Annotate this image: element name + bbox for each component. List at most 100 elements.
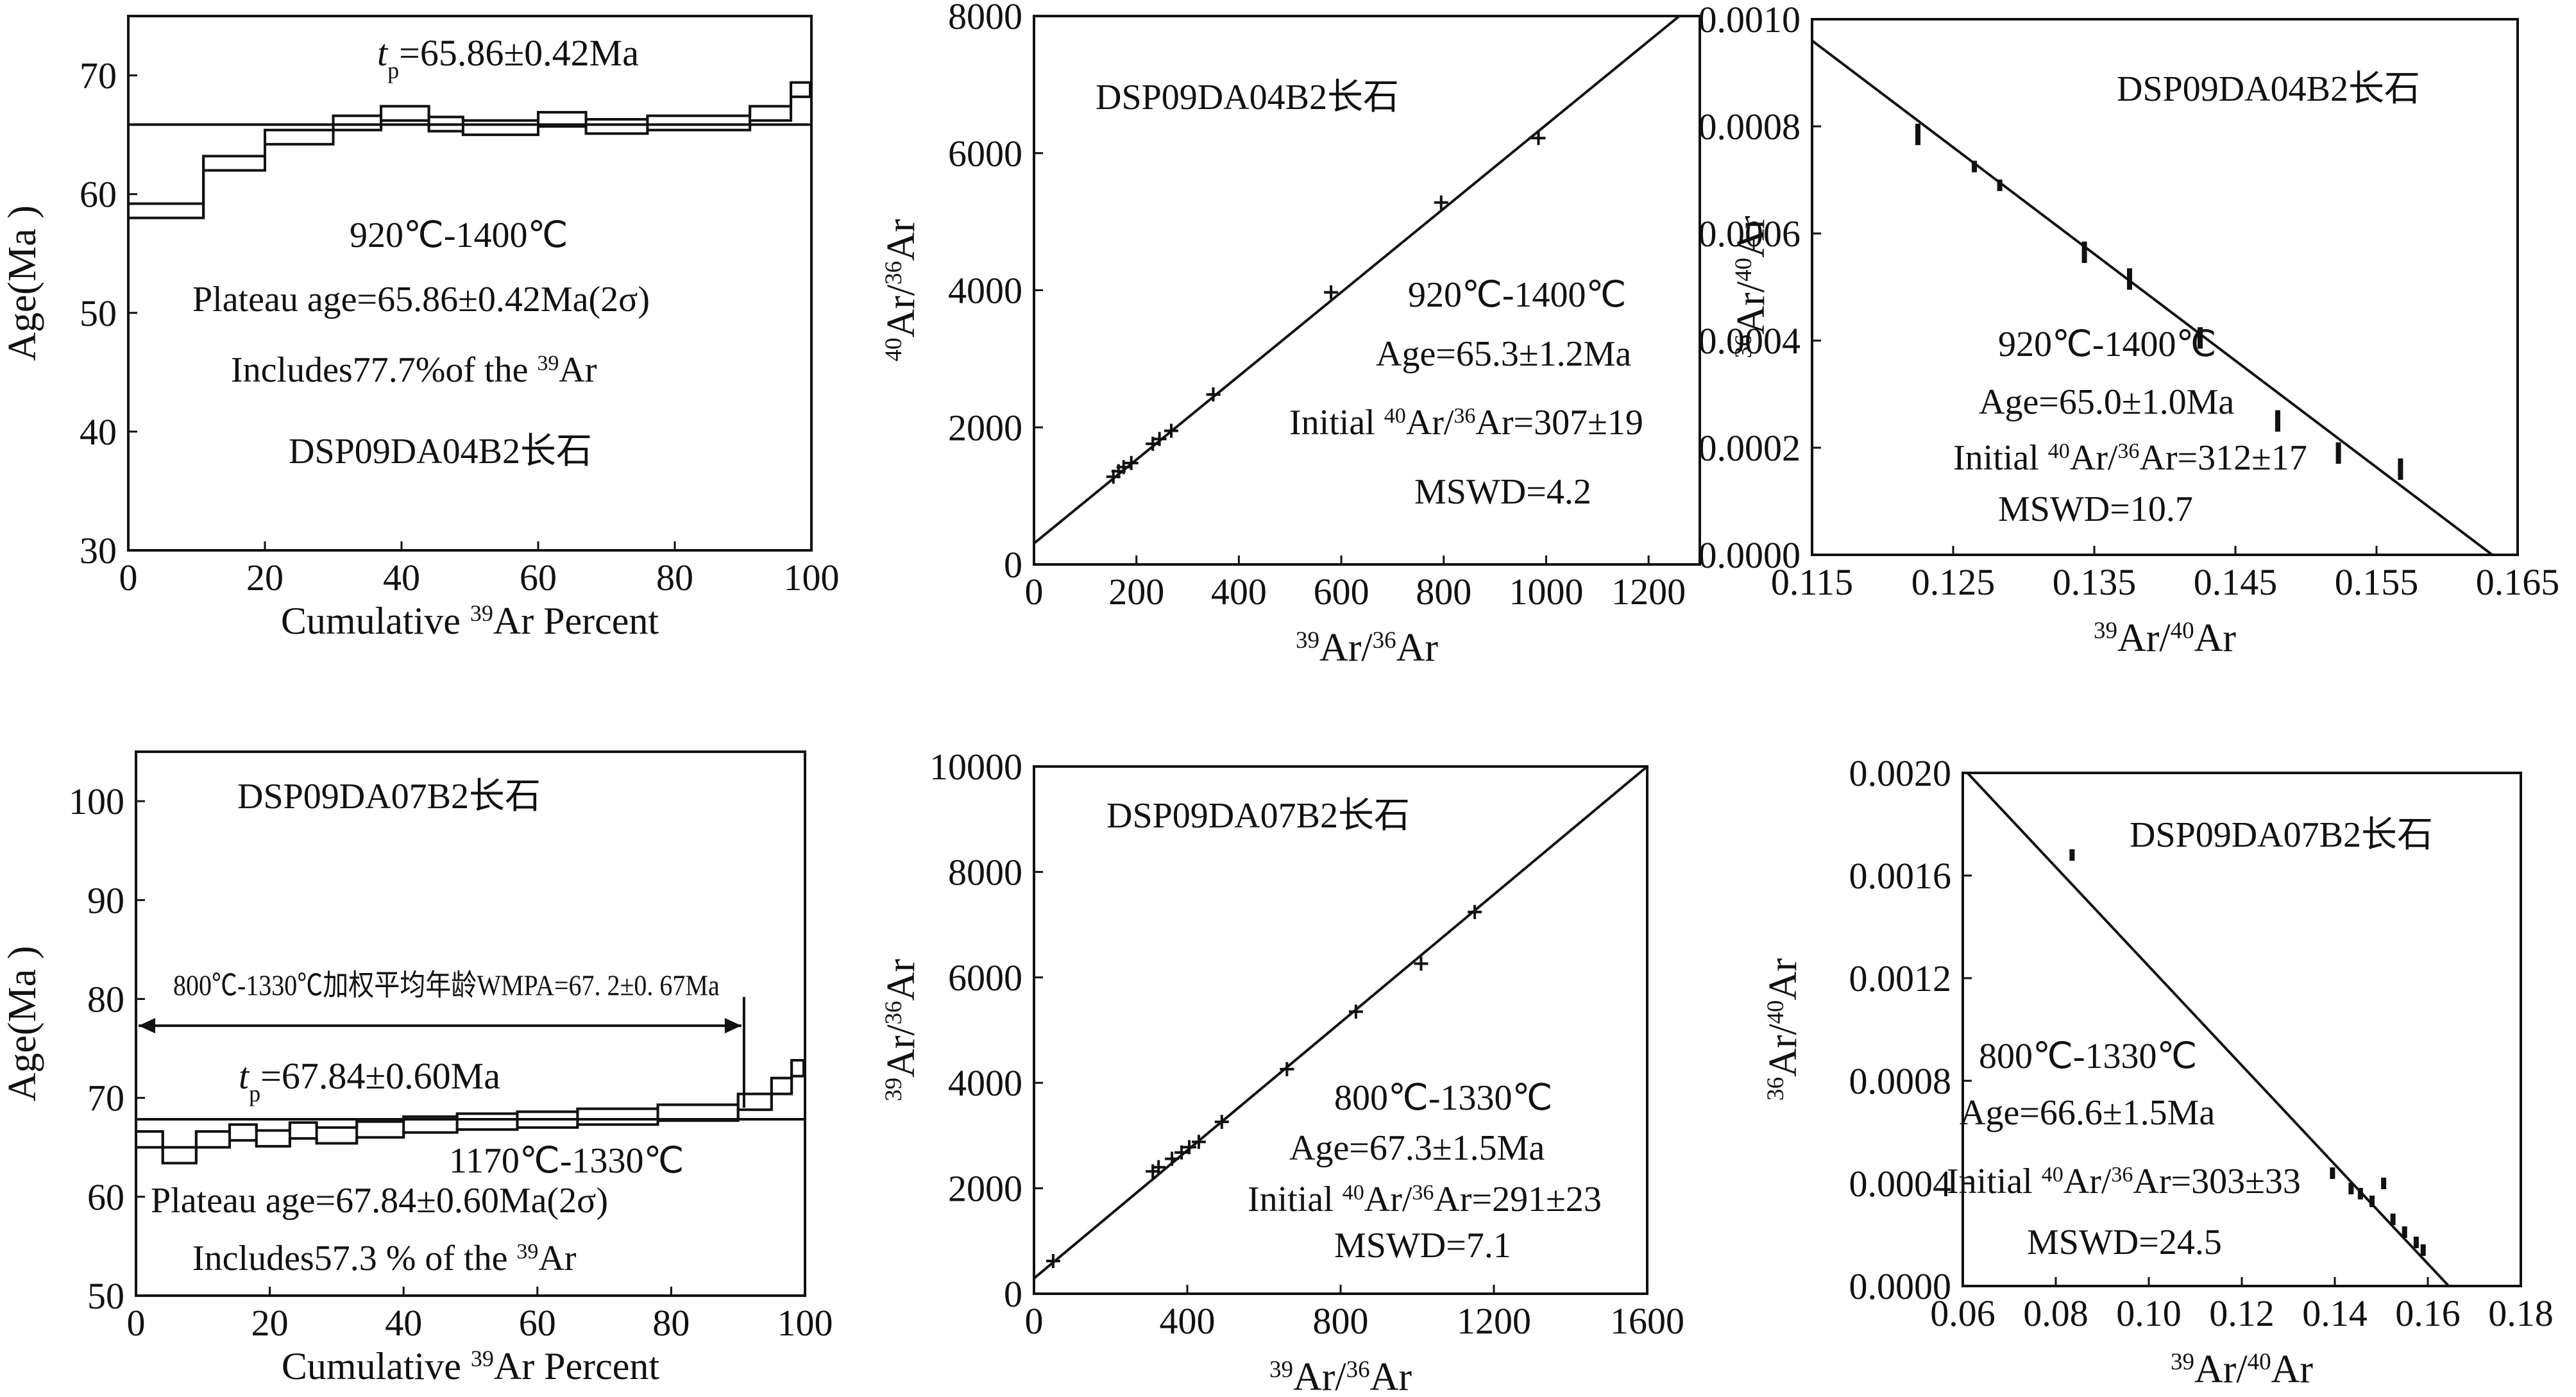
x-tick-label: 80 (656, 557, 693, 598)
y-tick-label: 40 (80, 411, 117, 453)
y-axis-label-part: Ar (879, 959, 923, 1001)
annotation-text: MSWD=10.7 (1998, 489, 2193, 529)
x-tick-label: 0 (119, 557, 138, 598)
x-axis-label-part: 40 (2248, 1349, 2271, 1375)
x-tick-label: 0.135 (2053, 561, 2137, 603)
data-point (1280, 1062, 1294, 1076)
isochron-line (1033, 765, 1648, 1280)
x-axis-label-part: 36 (1373, 627, 1396, 654)
x-axis-label-part: 39 (2171, 1349, 2194, 1375)
x-tick-label: 1200 (1457, 1300, 1531, 1342)
annotation-text: Age=66.6±1.5Ma (1960, 1093, 2215, 1133)
annotation-text-part: 40 (2048, 439, 2070, 463)
wmpa-label: 800℃-1330℃加权平均年龄WMPA=67. 2±0. 67Ma (173, 970, 720, 1002)
annotation-text: Initial 40Ar/36Ar=303±33 (1947, 1162, 2301, 1201)
x-axis-label-part: Cumulative (281, 600, 470, 642)
annotation-text: DSP09DA07B2长石 (237, 777, 541, 817)
plateau-age-label: tp=67.84±0.60Ma (239, 1055, 500, 1106)
plateau-age-label-part: p (387, 58, 399, 83)
data-point (1152, 432, 1167, 446)
annotation-text: Age=67.3±1.5Ma (1289, 1128, 1545, 1168)
y-tick-label: 6000 (948, 957, 1022, 999)
x-axis-label-part: 36 (1346, 1357, 1370, 1383)
chart-p2: 0 200 400 600 800 1000 1200 0 2000 4000 6000 8000 39… (879, 0, 1701, 670)
annotation-text: 920℃-1400℃ (1408, 275, 1626, 315)
y-axis-label-part: 36 (1763, 1077, 1789, 1101)
annotation-text: Initial 40Ar/36Ar=307±19 (1289, 403, 1643, 443)
x-axis-label-part: Ar (1370, 1355, 1412, 1397)
y-tick-label: 2000 (948, 1168, 1022, 1210)
data-point (2275, 410, 2280, 432)
y-axis-label-part: 36 (1731, 335, 1757, 359)
data-point (1434, 195, 1448, 210)
y-tick-label: 70 (80, 55, 117, 97)
annotation-text-part: 36 (2111, 1163, 2133, 1187)
annotation-text-part: Ar (559, 350, 597, 390)
annotation-text-part: 40 (1343, 1181, 1364, 1205)
x-tick-label: 200 (1108, 571, 1164, 613)
x-tick-label: 0.14 (2302, 1292, 2368, 1334)
y-tick-label: 4000 (948, 270, 1022, 312)
x-tick-label: 0 (1025, 1300, 1044, 1342)
data-point (1182, 1140, 1196, 1155)
x-axis-label-part: 39 (470, 600, 493, 626)
x-axis-label-part: Ar (1396, 626, 1439, 670)
y-axis-label-part: Ar/ (1729, 281, 1773, 334)
annotation-text-part: Initial (1947, 1162, 2042, 1201)
x-axis-label-part: Ar/ (2117, 616, 2171, 660)
data-point (2390, 1214, 2396, 1225)
data-point (1151, 1160, 1166, 1174)
x-axis-label: 39Ar/40Ar (2171, 1348, 2313, 1391)
plateau-age-label-part: p (249, 1081, 260, 1106)
y-tick-label: 8000 (948, 0, 1022, 37)
plateau-age-label-part: =67.84±0.60Ma (260, 1055, 500, 1097)
data-point (1164, 423, 1178, 438)
annotation-text-part: Ar/ (2070, 438, 2118, 478)
annotation-text-part: Initial (1953, 438, 2048, 478)
y-axis-label-part: Ar/ (1761, 1024, 1805, 1077)
data-point (1531, 131, 1546, 146)
x-tick-label: 0.12 (2209, 1292, 2275, 1334)
annotation-text: 920℃-1400℃ (350, 216, 568, 255)
plateau-age-label-part: =65.86±0.42Ma (399, 32, 639, 74)
annotation-text-part: 40 (1384, 404, 1406, 428)
x-axis-label-part: Ar Percent (494, 1345, 660, 1387)
x-axis-label-part: Cumulative (282, 1345, 471, 1387)
x-tick-label: 60 (520, 557, 557, 598)
y-axis-label-part: 39 (881, 1078, 907, 1101)
wmpa-arrowhead-right (724, 1018, 741, 1034)
annotation-text-part: 40 (2042, 1163, 2063, 1187)
x-axis-label-part: 39 (2094, 618, 2117, 644)
annotation-text-part: 39 (537, 351, 559, 375)
annotation-text-part: Ar/ (2063, 1162, 2112, 1201)
annotation-text: Plateau age=65.86±0.42Ma(2σ) (192, 280, 650, 319)
annotation-text: Age=65.0±1.0Ma (1979, 382, 2234, 422)
y-tick-label: 0.0000 (1849, 1266, 1952, 1307)
y-tick-label: 0.0010 (1699, 0, 1801, 40)
annotation-text-part: Ar=303±33 (2133, 1162, 2300, 1201)
annotation-text: 800℃-1330℃ (1334, 1078, 1552, 1118)
x-tick-label: 0 (127, 1302, 146, 1344)
y-tick-label: 0.0012 (1849, 958, 1952, 999)
x-tick-label: 0.06 (1930, 1292, 1996, 1334)
data-point (2398, 458, 2403, 480)
y-tick-label: 90 (87, 879, 124, 921)
annotation-text: Initial 40Ar/36Ar=312±17 (1953, 438, 2307, 478)
x-tick-label: 1600 (1610, 1300, 1684, 1342)
y-axis-label: Age(Ma ) (1, 205, 44, 361)
y-tick-label: 100 (69, 781, 124, 822)
data-point (1972, 160, 1977, 173)
y-tick-label: 0.0008 (1849, 1060, 1952, 1102)
annotation-text-part: Ar=291±23 (1434, 1180, 1601, 1219)
x-axis-label-part: Ar Percent (493, 600, 659, 642)
data-point (2081, 241, 2087, 263)
data-point (1191, 1135, 1206, 1149)
data-point (1206, 387, 1221, 402)
data-point (2348, 1183, 2354, 1194)
x-tick-label: 0.145 (2194, 561, 2278, 603)
y-tick-label: 10000 (929, 746, 1022, 788)
y-axis-label-part: 40 (1731, 258, 1757, 282)
